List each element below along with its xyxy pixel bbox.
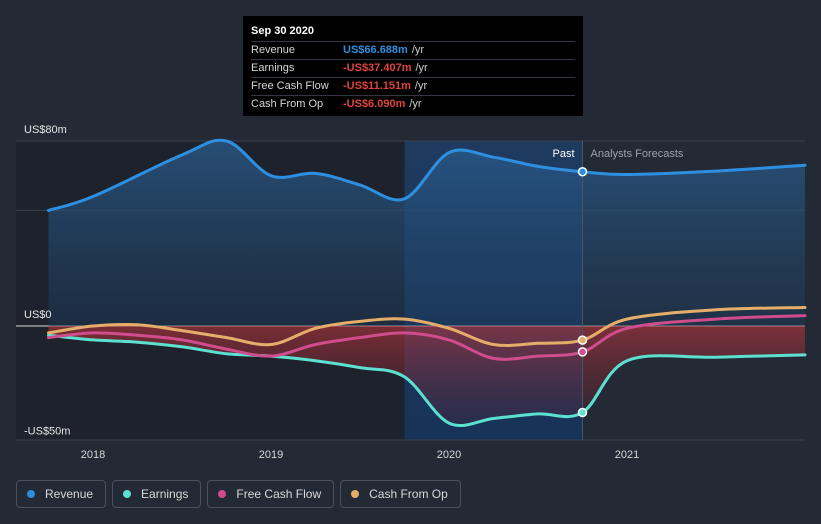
cash-from-op-marker (577, 335, 588, 345)
tooltip-unit: /yr (409, 98, 422, 110)
legend-label: Earnings (141, 487, 189, 501)
x-tick-label: 2018 (81, 449, 105, 461)
legend-item-cash-from-op[interactable]: Cash From Op (340, 480, 461, 508)
legend-label: Revenue (45, 487, 94, 501)
tooltip-unit: /yr (414, 80, 428, 92)
tooltip-label: Cash From Op (251, 98, 324, 110)
cash-from-op-line (47, 306, 807, 347)
legend-label: Cash From Op (369, 487, 448, 501)
tooltip-value: -US$11.151m (343, 80, 411, 92)
legend-item-earnings[interactable]: Earnings (112, 480, 202, 508)
revenue-line (47, 138, 807, 212)
tooltip-value: US$66.688m (343, 44, 408, 56)
tooltip-unit: /yr (415, 62, 428, 74)
cash-from-op-dot-icon (351, 490, 360, 498)
tooltip-value: -US$37.407m (343, 62, 412, 74)
x-tick-label: 2019 (259, 449, 283, 461)
revenue-marker (577, 167, 588, 177)
legend-item-revenue[interactable]: Revenue (16, 480, 107, 508)
free-cash-flow-marker (577, 347, 588, 357)
tooltip-row-cash-from-op: Cash From Op -US$6.090m /yr (251, 95, 575, 113)
y-tick-label: -US$50m (24, 426, 70, 438)
y-axis-labels: US$80m US$0 -US$50m (24, 124, 70, 438)
legend: Revenue Earnings Free Cash Flow Cash Fro… (16, 480, 461, 508)
free-cash-flow-dot-icon (218, 490, 227, 498)
earnings-line (47, 333, 807, 428)
x-axis-labels: 2018 2019 2020 2021 (81, 449, 639, 461)
free-cash-flow-line (47, 314, 807, 361)
revenue-area (48, 140, 805, 326)
x-tick-label: 2021 (615, 449, 639, 461)
tooltip-row-earnings: Earnings -US$37.407m /yr (251, 59, 575, 77)
legend-label: Free Cash Flow (236, 487, 322, 501)
tooltip-unit: /yr (411, 44, 425, 56)
data-tooltip: Sep 30 2020 Revenue US$66.688m /yr Earni… (243, 16, 583, 116)
revenue-dot-icon (27, 490, 35, 498)
tooltip-row-free-cash-flow: Free Cash Flow -US$11.151m /yr (251, 77, 575, 95)
y-tick-label: US$0 (24, 309, 52, 321)
tooltip-label: Free Cash Flow (251, 80, 329, 92)
forecast-label: Analysts Forecasts (591, 148, 684, 160)
series-lines (47, 138, 807, 428)
x-tick-label: 2020 (437, 449, 461, 461)
y-tick-label: US$80m (24, 124, 67, 136)
tooltip-label: Earnings (251, 62, 295, 74)
series-markers (577, 167, 588, 418)
earnings-marker (577, 407, 588, 418)
tooltip-value: -US$6.090m (343, 98, 406, 110)
legend-item-free-cash-flow[interactable]: Free Cash Flow (207, 480, 335, 508)
tooltip-label: Revenue (251, 44, 296, 56)
earnings-dot-icon (123, 490, 132, 498)
tooltip-row-revenue: Revenue US$66.688m /yr (251, 41, 575, 59)
past-label: Past (552, 148, 574, 160)
tooltip-date: Sep 30 2020 (251, 25, 314, 37)
